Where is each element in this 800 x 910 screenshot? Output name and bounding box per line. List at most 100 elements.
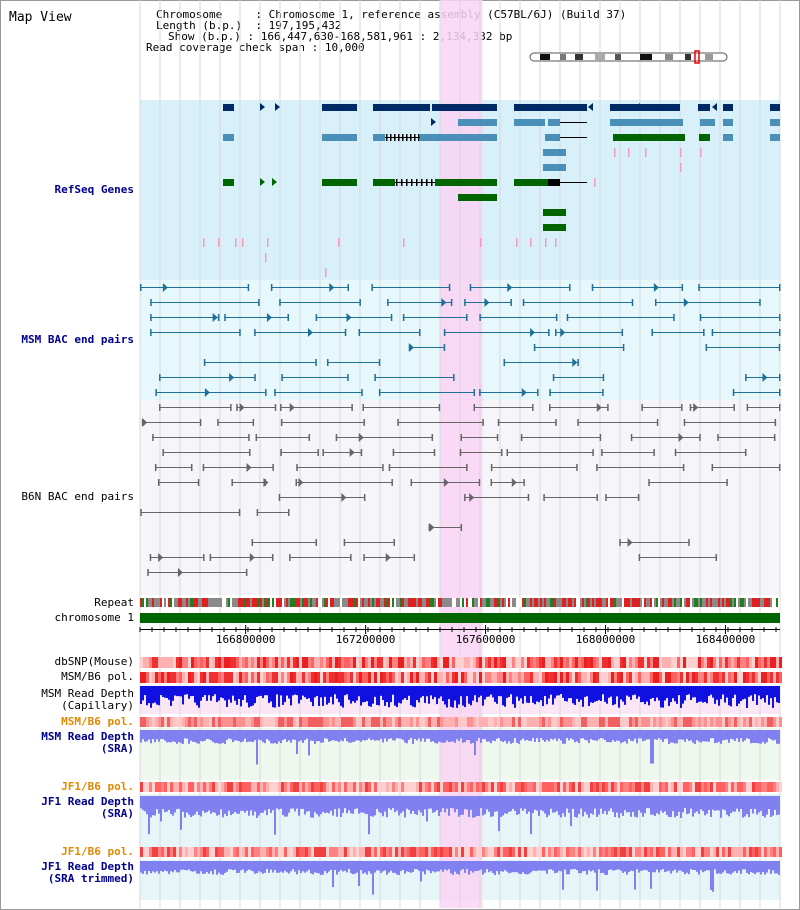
repeat-segment [672,598,674,607]
dbsnp-strip-cell [509,657,512,668]
track-label-msm-bac[interactable]: MSM BAC end pairs [21,333,134,346]
msm-b6-pol-sra-strip-cell [506,717,509,727]
msm-capillary-depth-bar [286,686,288,696]
b6n-pair-end [576,464,578,471]
jf1-b6-pol-2-strip-cell [737,847,740,857]
msm-b6-pol-strip-cell [146,672,149,683]
repeat-segment [404,598,406,607]
msm-sra-depth-bar [376,730,378,741]
jf1-sra-depth-bar [632,796,634,812]
jf1-sra-depth-bar [646,796,648,809]
msm-b6-pol-sra-strip-cell [185,717,188,727]
jf1-b6-pol-2-strip-cell [563,847,566,857]
jf1-b6-pol-strip-cell [320,782,323,792]
jf1-b6-pol-2-strip-cell [281,847,284,857]
jf1-b6-pol-strip-cell [503,782,506,792]
jf1-trimmed-depth-bar [366,861,368,875]
msm-b6-pol-strip-cell [419,672,422,683]
gene-block [458,119,497,126]
msm-b6-pol-strip-cell [545,672,548,683]
msm-b6-pol-sra-strip-cell [299,717,302,727]
msm-sra-depth-bar [176,730,178,744]
jf1-b6-pol-2-strip-cell [158,847,161,857]
msm-b6-pol-strip-cell [734,672,737,683]
jf1-b6-pol-strip-cell [329,782,332,792]
jf1-trimmed-depth-bar [750,861,752,873]
msm-capillary-depth-bar [174,686,176,696]
repeat-segment [350,598,352,607]
msm-sra-depth-bar [724,730,726,740]
msm-sra-depth-bar [304,730,306,741]
msm-b6-pol-strip-cell [518,672,521,683]
msm-b6-pol-sra-strip-cell [407,717,410,727]
msm-bac-pairs [140,283,781,397]
repeat-segment [626,598,628,607]
jf1-trimmed-depth-bar [350,861,352,874]
repeat-segment [700,598,702,607]
msm-b6-pol-sra-strip-cell [482,717,485,727]
jf1-trimmed-depth-bar [156,861,158,872]
track-label-b6n-bac[interactable]: B6N BAC end pairs [21,490,134,503]
jf1-b6-pol-strip-cell [536,782,539,792]
jf1-trimmed-depth-bar [346,861,348,873]
track-label-refseq-genes[interactable]: RefSeq Genes [54,183,134,196]
msm-pair-arrow [162,283,168,292]
jf1-b6-pol-2-strip-cell [746,847,749,857]
repeat-segment [604,598,606,607]
msm-b6-pol-strip-cell [641,672,644,683]
msm-sra-depth-bar [608,730,610,743]
b6n-pair-end [203,554,205,561]
jf1-b6-pol-2-strip-cell [464,847,467,857]
jf1-b6-pol-2-strip-cell [374,847,377,857]
jf1-sra-depth-bar [630,796,632,817]
dbsnp-strip-cell [389,657,392,668]
jf1-b6-pol-2-strip-cell [239,847,242,857]
msm-capillary-depth-bar [446,686,448,708]
b6n-pair-end [478,479,481,486]
jf1-trimmed-depth-bar [176,861,178,873]
msm-b6-pol-strip-cell [551,672,554,683]
dbsnp-strip-cell [590,657,593,668]
msm-capillary-depth-bar [454,686,456,701]
jf1-trimmed-depth-bar [430,861,432,874]
msm-capillary-depth-bar [458,686,460,705]
jf1-trimmed-depth-bar [440,861,442,870]
jf1-sra-depth-bar [758,796,760,813]
repeat-segment [186,598,188,607]
gene-block [543,149,566,156]
msm-pair-end [779,389,781,396]
jf1-b6-pol-2-strip-cell [167,847,170,857]
dbsnp-strip-cell [425,657,428,668]
msm-capillary-depth-bar [516,686,518,697]
jf1-trimmed-depth-bar [234,861,236,870]
jf1-sra-depth-bar [154,796,156,816]
dbsnp-strip-cell [272,657,275,668]
jf1-trimmed-depth-bar [378,861,380,871]
msm-sra-depth-bar [160,730,162,740]
jf1-sra-depth-bar [158,796,160,814]
repeat-segment [216,598,218,607]
dbsnp-strip-cell [476,657,479,668]
repeat-segment [432,598,434,607]
jf1-b6-pol-strip-cell [587,782,590,792]
jf1-trimmed-depth-bar [574,861,576,870]
dbsnp-strip-cell [347,657,350,668]
jf1-b6-pol-2-strip-cell [392,847,395,857]
jf1-b6-pol-2-strip-cell [614,847,617,857]
repeat-segment [276,598,278,607]
msm-pair-end [479,389,481,396]
repeat-segment [208,598,210,607]
msm-b6-pol-strip-cell [764,672,767,683]
repeat-segment [650,598,652,607]
jf1-sra-depth-bar [226,796,228,817]
b6n-pair-end [230,404,232,411]
msm-capillary-depth-bar [380,686,382,696]
msm-capillary-depth-bar [360,686,362,706]
repeat-segment [694,598,696,607]
axis-tick-label: 168400000 [696,633,756,646]
jf1-b6-pol-strip-cell [698,782,701,792]
msm-b6-pol-strip-cell [656,672,659,683]
jf1-trimmed-depth-bar [732,861,734,873]
jf1-b6-pol-2-strip-cell [335,847,338,857]
